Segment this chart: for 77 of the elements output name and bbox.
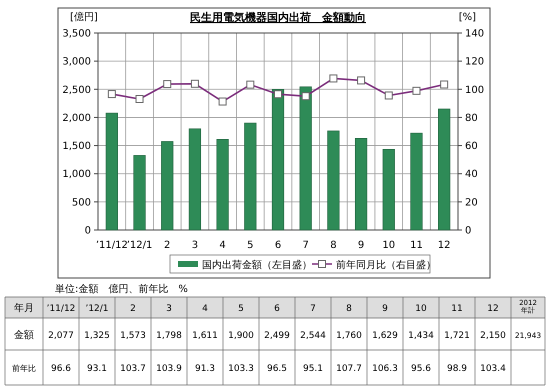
y2-tick-label: 80 — [465, 112, 478, 124]
text: 1,434 — [408, 331, 434, 341]
text: 103.4 — [480, 364, 506, 374]
y2-tick-label: 120 — [465, 56, 484, 68]
legend-label: 国内出荷金額（左目盛） — [202, 259, 312, 271]
y-tick-label: 500 — [72, 197, 91, 208]
text: 2,150 — [480, 331, 506, 341]
chart-title: 民生用電気機器国内出荷 金額動向 — [190, 11, 366, 24]
category-label: 2 — [130, 304, 136, 314]
category-label: ’12/1 — [85, 304, 109, 314]
text: 2,544 — [300, 331, 326, 341]
y2-tick-label: 20 — [465, 197, 478, 208]
category-label: 11 — [451, 304, 463, 314]
x-tick-label: 11 — [410, 240, 423, 251]
text: 91.3 — [194, 364, 216, 374]
category-label: 4 — [202, 304, 208, 314]
x-tick-label: ’12/1 — [126, 240, 152, 251]
x-tick-label: 3 — [192, 240, 198, 251]
text: 年月 — [14, 302, 34, 314]
y-tick-label: 2,000 — [62, 112, 91, 124]
text: 103.3 — [228, 364, 254, 374]
text: 1,325 — [84, 331, 110, 341]
category-label: 9 — [382, 304, 388, 314]
y2-tick-label: 40 — [465, 169, 478, 180]
category-label: 8 — [346, 304, 352, 314]
text: 2,499 — [264, 331, 290, 341]
category-label: 3 — [166, 304, 172, 314]
category-label: 10 — [415, 304, 427, 314]
x-tick-label: 2 — [164, 240, 170, 251]
category-label: 12 — [487, 304, 499, 314]
text: 103.7 — [120, 364, 146, 374]
text: 1,611 — [192, 331, 218, 341]
y-tick-label: 3,000 — [62, 56, 91, 68]
y-tick-label: 0 — [84, 226, 91, 236]
text: 95.6 — [410, 364, 432, 374]
legend-label: 前年同月比（右目盛） — [336, 259, 436, 271]
text: 96.5 — [266, 364, 288, 374]
x-tick-label: 10 — [382, 240, 396, 251]
text: 103.9 — [156, 364, 182, 374]
y2-tick-label: 100 — [465, 84, 484, 96]
y2-tick-label: 60 — [465, 141, 478, 152]
y-axis-title: [億円] — [70, 11, 98, 23]
text: 1,629 — [372, 331, 398, 341]
text: 96.6 — [50, 364, 72, 374]
text: 98.9 — [446, 364, 468, 374]
category-label: ’11/12 — [46, 304, 76, 314]
y-tick-label: 1,000 — [62, 169, 91, 180]
text: 金額 — [14, 329, 34, 341]
category-label: 7 — [310, 304, 316, 314]
text: 2,077 — [48, 331, 74, 341]
y2-tick-label: 0 — [465, 226, 472, 236]
text: 107.7 — [336, 364, 362, 374]
text: 1,900 — [228, 331, 254, 341]
x-tick-label: 4 — [219, 240, 226, 251]
text: 1,760 — [336, 331, 362, 341]
y2-tick-label: 140 — [465, 28, 484, 40]
text: 95.1 — [302, 364, 324, 374]
y2-axis-title: [%] — [458, 12, 476, 23]
x-tick-label: 9 — [358, 240, 364, 251]
text: 前年比 — [12, 364, 36, 373]
text: 単位:金額 億円、前年比 % — [55, 283, 188, 295]
text: 93.1 — [86, 364, 108, 374]
y-tick-label: 3,500 — [62, 28, 91, 40]
y-tick-label: 1,500 — [62, 141, 91, 152]
y-tick-label: 2,500 — [62, 84, 91, 96]
text: 1,721 — [444, 331, 470, 341]
text: 1,573 — [120, 331, 146, 341]
text: 106.3 — [372, 364, 398, 374]
x-tick-label: 6 — [274, 240, 282, 251]
category-label: 5 — [238, 304, 244, 314]
x-tick-label: 8 — [330, 240, 337, 251]
x-tick-label: 12 — [438, 240, 451, 251]
category-label: 6 — [274, 304, 280, 314]
text: 1,798 — [156, 331, 182, 341]
x-tick-label: 7 — [302, 240, 309, 251]
x-tick-label: 5 — [247, 240, 254, 251]
x-tick-label: ’11/12 — [96, 240, 128, 251]
